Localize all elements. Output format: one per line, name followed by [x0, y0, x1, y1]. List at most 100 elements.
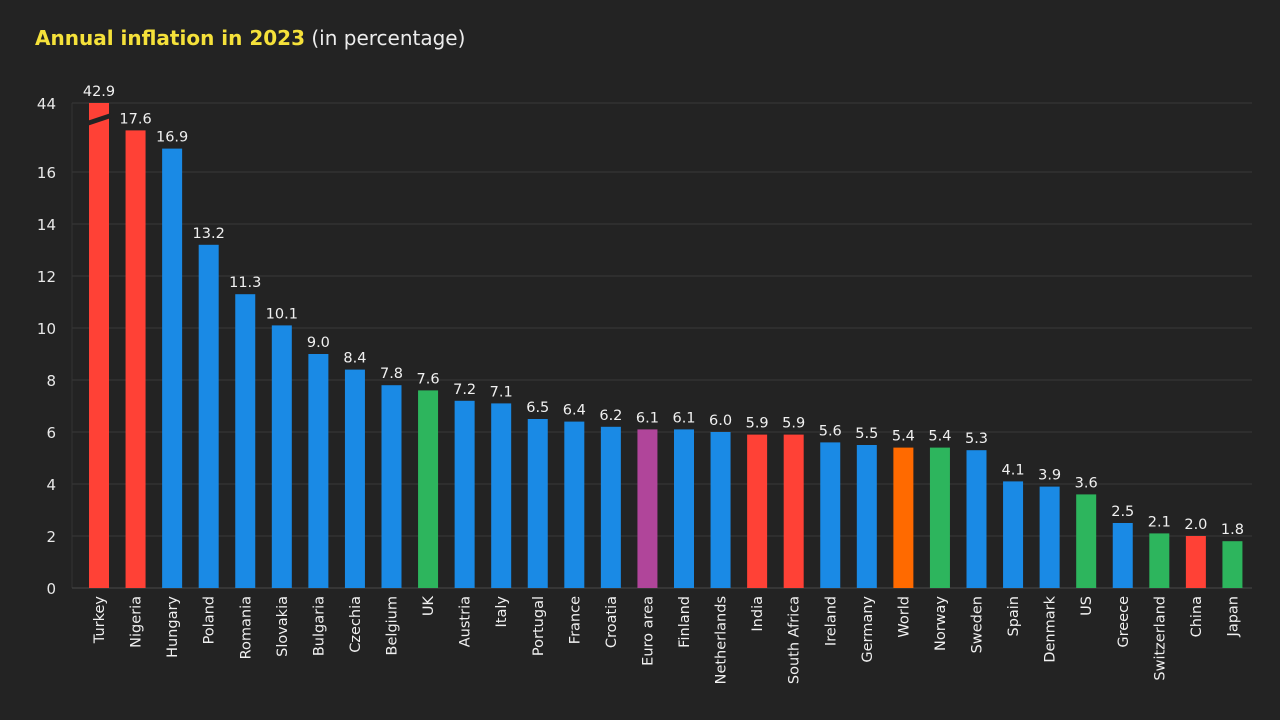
y-tick-label: 44 — [37, 95, 56, 113]
x-tick-label: Nigeria — [129, 596, 145, 648]
bar-greece — [1112, 523, 1133, 588]
bar-euro-area — [637, 429, 658, 588]
bar-france — [564, 421, 585, 588]
value-label: 42.9 — [83, 84, 115, 100]
bar-ireland — [820, 442, 841, 588]
bar-world — [893, 447, 914, 588]
bar-sweden — [966, 450, 987, 588]
y-tick-label: 16 — [37, 164, 56, 182]
x-tick-label: UK — [421, 596, 437, 617]
bar-south-africa — [783, 434, 804, 588]
x-tick-label: Czechia — [348, 596, 364, 653]
x-tick-label: World — [896, 596, 912, 638]
x-tick-label: Norway — [933, 596, 949, 651]
x-axis-labels: Turkey Nigeria Hungary Poland Romania Slovaki… — [92, 595, 1241, 684]
bar-austria — [454, 400, 475, 588]
value-label: 5.4 — [928, 429, 951, 445]
x-tick-label: US — [1079, 596, 1095, 616]
value-label: 9.0 — [307, 335, 330, 351]
bar-romania — [235, 294, 256, 588]
bar-germany — [856, 445, 877, 588]
y-tick-label: 6 — [46, 424, 56, 442]
value-label: 5.5 — [855, 426, 878, 442]
bar-us — [1076, 494, 1097, 588]
bar-netherlands — [710, 432, 731, 588]
value-label: 7.6 — [417, 371, 440, 387]
x-tick-label: Portugal — [531, 596, 547, 656]
value-label: 4.1 — [1002, 462, 1025, 478]
value-label: 6.5 — [526, 400, 549, 416]
value-label: 6.0 — [709, 413, 732, 429]
bar-bulgaria — [308, 354, 329, 588]
bar-norway — [929, 447, 950, 588]
y-axis-ticks: 0 2 4 6 8 10 12 14 16 44 — [37, 95, 56, 598]
x-tick-label: Poland — [202, 596, 218, 644]
value-label: 5.9 — [746, 416, 769, 432]
chart-title-unit: (in percentage) — [311, 26, 466, 50]
value-label: 1.8 — [1221, 522, 1244, 538]
bar-turkey — [89, 103, 109, 588]
bar-india — [747, 434, 768, 588]
y-tick-label: 4 — [46, 476, 56, 494]
bar-uk — [418, 390, 439, 588]
x-tick-label: Netherlands — [714, 596, 730, 684]
value-label: 6.1 — [636, 410, 659, 426]
y-tick-label: 0 — [46, 580, 56, 598]
x-tick-label: Spain — [1006, 596, 1022, 637]
bar-poland — [198, 244, 219, 589]
value-label: 5.9 — [782, 416, 805, 432]
value-label: 3.6 — [1075, 475, 1098, 491]
y-tick-label: 10 — [37, 320, 56, 338]
x-tick-label: Romania — [238, 596, 254, 659]
value-label: 6.1 — [672, 410, 695, 426]
bar-spain — [1003, 481, 1024, 588]
x-tick-label: South Africa — [787, 596, 803, 684]
bar-czechia — [344, 369, 365, 588]
bars — [87, 103, 1243, 589]
x-tick-label: Finland — [677, 596, 693, 648]
bar-japan — [1222, 541, 1243, 588]
y-tick-label: 2 — [46, 528, 56, 546]
value-label: 7.8 — [380, 366, 403, 382]
chart-title-main: Annual inflation in 2023 — [35, 26, 305, 50]
value-label: 7.1 — [490, 384, 513, 400]
x-tick-label: Euro area — [640, 596, 656, 666]
value-label: 6.4 — [563, 403, 586, 419]
x-tick-label: Sweden — [970, 596, 986, 653]
y-tick-label: 8 — [46, 372, 56, 390]
value-label: 5.6 — [819, 423, 842, 439]
x-tick-label: Belgium — [385, 596, 401, 655]
x-tick-label: Switzerland — [1152, 596, 1168, 681]
bar-portugal — [527, 419, 548, 588]
x-tick-label: Italy — [494, 596, 510, 628]
x-tick-label: Germany — [860, 596, 876, 663]
x-tick-label: Denmark — [1043, 595, 1059, 662]
value-labels: 42.917.6 16.9 13.2 11.3 10.1 9.0 8.4 7.8 7.6 7.2 7… — [83, 84, 1244, 538]
gridlines — [71, 102, 1252, 589]
x-tick-label: Slovakia — [275, 596, 291, 657]
axis-break-mark — [87, 113, 111, 126]
value-label: 2.5 — [1111, 504, 1134, 520]
bar-hungary — [162, 148, 183, 588]
x-tick-label: Hungary — [165, 596, 181, 658]
value-label: 3.9 — [1038, 468, 1061, 484]
value-label: 13.2 — [193, 226, 225, 242]
value-label: 10.1 — [266, 306, 298, 322]
bar-china — [1185, 536, 1206, 588]
value-label: 6.2 — [599, 408, 622, 424]
x-tick-label: Turkey — [92, 596, 108, 645]
bar-switzerland — [1149, 533, 1170, 588]
value-label: 7.2 — [453, 382, 476, 398]
x-tick-label: Bulgaria — [311, 596, 327, 656]
value-label: 11.3 — [229, 275, 261, 291]
y-tick-label: 14 — [37, 216, 56, 234]
x-tick-label: Ireland — [823, 596, 839, 646]
x-tick-label: Croatia — [604, 596, 620, 648]
x-tick-label: Austria — [458, 596, 474, 647]
bar-denmark — [1039, 486, 1060, 588]
x-tick-label: India — [750, 596, 766, 632]
value-label: 16.9 — [156, 130, 188, 146]
bar-nigeria — [125, 130, 146, 588]
bar-croatia — [600, 426, 621, 588]
